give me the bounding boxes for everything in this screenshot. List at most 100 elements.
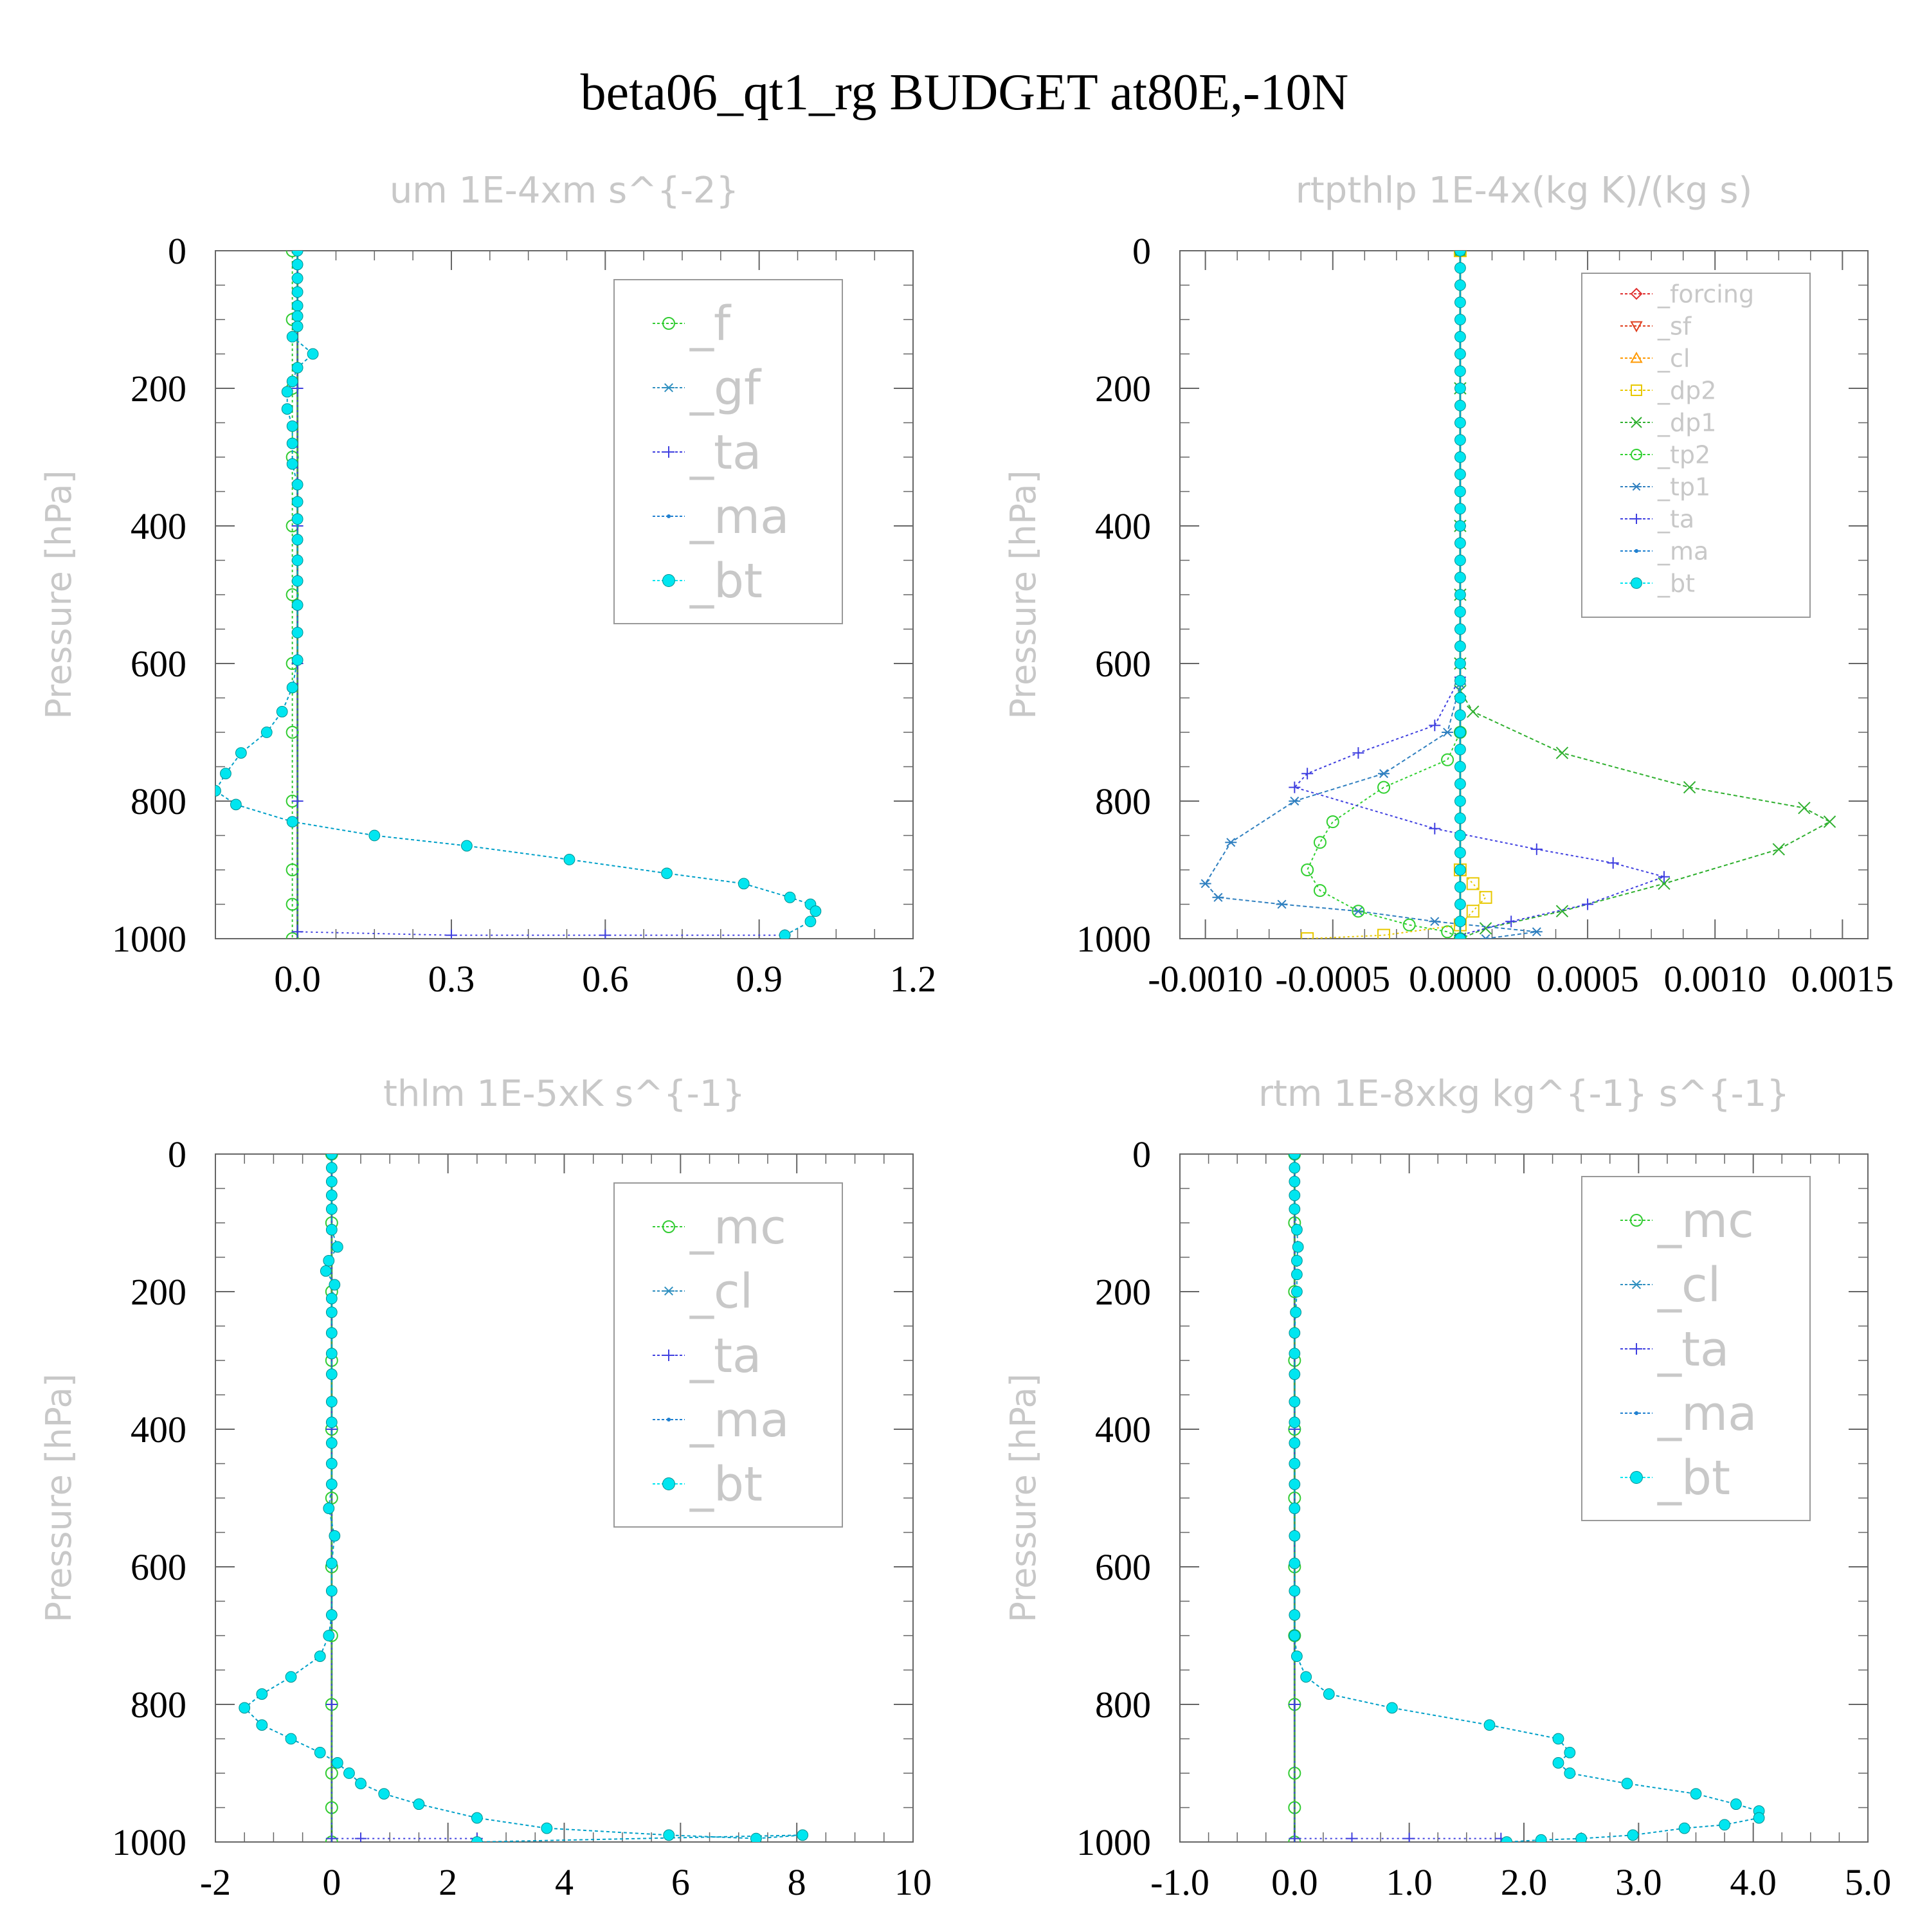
data-point-ta	[325, 1832, 338, 1842]
data-point-ta	[1530, 843, 1543, 855]
data-point-tp1	[1378, 769, 1390, 779]
data-point-dp1	[1555, 905, 1569, 917]
y-tick-label: 0	[1132, 230, 1151, 272]
data-point-dp1	[1683, 781, 1696, 794]
data-point-bt	[541, 1822, 553, 1834]
legend-label: _cl	[689, 1264, 753, 1319]
data-point-bt	[1291, 1268, 1303, 1281]
legend-label: _dp1	[1657, 408, 1716, 437]
data-point-tp1	[1289, 796, 1301, 806]
data-point-bt	[1454, 812, 1466, 824]
legend: _mc _cl _ta _ma _bt	[613, 1182, 843, 1528]
x-tick-label: 2.0	[1501, 1861, 1548, 1903]
y-tick-label: 0	[168, 1133, 186, 1175]
data-point-bt	[1730, 1798, 1742, 1810]
data-point-bt	[331, 1757, 343, 1769]
data-point-bt	[1454, 383, 1466, 394]
data-point-ta	[1429, 822, 1441, 835]
data-point-bt	[286, 682, 298, 694]
data-point-tp1	[1429, 917, 1441, 926]
series-line-tp2	[1307, 251, 1461, 939]
legend-marker	[1630, 287, 1643, 300]
x-tick-label: 5.0	[1845, 1861, 1892, 1903]
legend: _mc _cl _ta _ma _bt	[1581, 1176, 1811, 1521]
data-point-tp2	[1301, 863, 1314, 876]
data-point-tp2	[1441, 753, 1454, 766]
data-point-ta	[1289, 781, 1301, 793]
data-point-ta	[1346, 1832, 1358, 1842]
data-point-bt	[1454, 399, 1466, 411]
x-tick-label: 0.0005	[1536, 958, 1639, 1000]
data-point-bt	[1454, 640, 1466, 653]
legend-marker	[1631, 1343, 1642, 1355]
legend-label: _ta	[689, 425, 761, 480]
data-point-dp2	[1466, 877, 1480, 890]
data-point-bt	[286, 458, 298, 470]
legend-box	[1581, 1176, 1811, 1521]
legend-marker	[662, 574, 675, 587]
data-point-bt	[1289, 1154, 1301, 1160]
data-point-bt	[1454, 709, 1466, 721]
panel-2: rtpthlp 1E-4x(kg K)/(kg s) Pressure [hPa]…	[1003, 170, 1894, 1000]
data-point-bt	[286, 330, 298, 343]
data-point-bt	[563, 854, 575, 865]
legend-marker	[1631, 1279, 1642, 1290]
panel-1: um 1E-4xm s^{-2} Pressure [hPa] 0 200 400 600…	[39, 170, 936, 1000]
data-point-f	[285, 863, 299, 876]
data-point-tp2	[1352, 905, 1365, 918]
y-tick-label: 600	[131, 1546, 186, 1588]
data-point-bt	[1454, 829, 1466, 842]
x-tick-label: 0.0	[1271, 1861, 1318, 1903]
data-point-bt	[1454, 537, 1466, 549]
legend-marker	[663, 383, 675, 393]
data-point-ta	[291, 383, 303, 394]
legend-marker	[1631, 417, 1642, 428]
legend-marker	[1631, 577, 1642, 589]
legend-label: _ma	[689, 1393, 789, 1448]
data-point-f	[285, 932, 299, 939]
legend-label: _bt	[1657, 569, 1695, 597]
series-line-tp1	[1204, 251, 1537, 939]
data-point-bt	[1289, 1630, 1301, 1641]
data-point-bt	[325, 1416, 338, 1429]
x-tick-label: 0	[322, 1861, 341, 1903]
legend-marker	[662, 1477, 675, 1490]
data-point-bt	[291, 300, 303, 312]
data-point-bt	[286, 816, 298, 827]
data-point-bt	[1454, 348, 1466, 360]
data-point-bt	[1535, 1834, 1547, 1842]
data-point-bt	[320, 1265, 332, 1277]
data-point-bt	[1454, 727, 1466, 738]
data-point-bt	[661, 867, 673, 880]
y-tick-label: 400	[1095, 505, 1151, 547]
data-point-tp1	[1530, 927, 1543, 937]
data-point-bt	[1454, 916, 1466, 928]
data-point-bt	[1454, 898, 1466, 910]
data-point-bt	[291, 575, 303, 587]
data-point-bt	[1289, 1585, 1301, 1597]
data-point-bt	[325, 1609, 338, 1621]
y-tick-label: 800	[131, 1684, 186, 1726]
y-tick-label: 600	[131, 643, 186, 685]
y-axis-label: Pressure [hPa]	[39, 1373, 79, 1622]
data-point-bt	[314, 1747, 326, 1758]
legend-marker	[667, 1418, 671, 1422]
legend-label: _sf	[1657, 312, 1692, 340]
data-point-bt	[1564, 1747, 1576, 1758]
data-point-bt	[256, 1719, 268, 1731]
legend-label: _ta	[1657, 505, 1694, 533]
y-tick-label: 1000	[1076, 1821, 1151, 1863]
series-line-ta	[331, 1154, 477, 1839]
data-point-bt	[1454, 623, 1466, 635]
data-point-bt	[291, 496, 303, 508]
legend-label: _bt	[1657, 1450, 1730, 1506]
data-point-bt	[461, 840, 473, 852]
y-tick-label: 600	[1095, 1546, 1151, 1588]
x-tick-label: 0.0010	[1663, 958, 1766, 1000]
data-point-ta	[291, 795, 303, 807]
data-point-bt	[323, 1630, 335, 1641]
panel-title: thlm 1E-5xK s^{-1}	[383, 1073, 745, 1115]
data-point-bt	[1289, 1396, 1301, 1408]
data-point-bt	[1454, 572, 1466, 584]
